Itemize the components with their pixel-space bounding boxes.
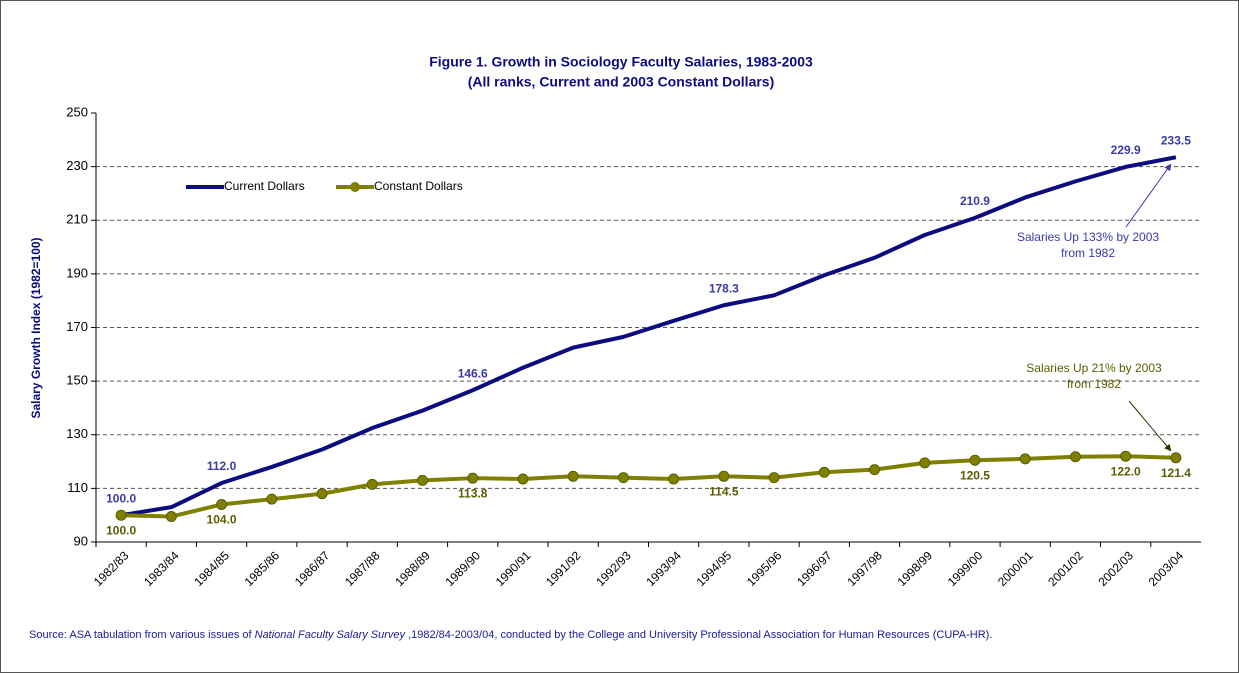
y-tick-label: 170 [66, 319, 88, 334]
data-label: 210.9 [960, 194, 990, 208]
x-tick-label: 1982/83 [91, 548, 132, 589]
point [1120, 450, 1132, 462]
point [567, 470, 579, 482]
source-text: Source: ASA tabulation from various issu… [29, 629, 255, 641]
data-label: 178.3 [709, 281, 739, 295]
series-line [120, 155, 1177, 518]
data-label: 121.4 [1161, 466, 1191, 480]
annotation-arrow [1125, 163, 1172, 228]
source-text: ,1982/84-2003/04, conducted by the Colle… [405, 629, 993, 641]
y-axis-label: Salary Growth Index (1982=100) [29, 237, 43, 418]
data-label: 100.0 [106, 523, 136, 537]
source-title: National Faculty Salary Survey [254, 629, 406, 641]
chart-title: Figure 1. Growth in Sociology Faculty Sa… [429, 54, 813, 70]
point [266, 493, 278, 505]
point [818, 466, 830, 478]
x-tick-label: 2003/04 [1146, 548, 1187, 589]
point [869, 464, 881, 476]
y-tick-label: 90 [74, 533, 88, 548]
x-tick-label: 1995/96 [744, 548, 785, 589]
data-label: 120.5 [960, 468, 990, 482]
y-tick-label: 250 [66, 104, 88, 119]
point [517, 473, 529, 485]
legend-marker [350, 182, 360, 192]
y-tick-label: 150 [66, 373, 88, 388]
data-label: 112.0 [207, 459, 237, 473]
annotation-arrow [1128, 400, 1172, 452]
annotation: from 1982 [1067, 377, 1121, 391]
x-tick-label: 1991/92 [543, 548, 584, 589]
annotation: Salaries Up 133% by 2003 [1017, 230, 1159, 244]
point [617, 472, 629, 484]
point [919, 457, 931, 469]
chart-subtitle: (All ranks, Current and 2003 Constant Do… [468, 74, 775, 90]
x-tick-label: 1986/87 [292, 548, 333, 589]
point [416, 474, 428, 486]
legend-label: Constant Dollars [374, 179, 463, 193]
point [1170, 452, 1182, 464]
y-tick-label: 210 [66, 212, 88, 227]
data-label: 113.8 [458, 486, 488, 500]
annotation: Salaries Up 21% by 2003 [1026, 361, 1162, 375]
data-label: 146.6 [458, 366, 488, 380]
point [668, 473, 680, 485]
x-tick-label: 1993/94 [643, 548, 684, 589]
point [216, 498, 228, 510]
x-tick-label: 1988/89 [392, 548, 433, 589]
data-label: 114.5 [709, 484, 739, 498]
x-tick-label: 1984/85 [191, 548, 232, 589]
x-tick-label: 1996/97 [794, 548, 835, 589]
source-note: Source: ASA tabulation from various issu… [29, 628, 1219, 643]
x-tick-label: 1992/93 [593, 548, 634, 589]
point [969, 454, 981, 466]
y-tick-label: 130 [66, 426, 88, 441]
series-line [121, 454, 1176, 519]
data-label: 229.9 [1111, 143, 1141, 157]
x-tick-label: 1983/84 [141, 548, 182, 589]
y-tick-label: 110 [67, 480, 88, 495]
point [467, 472, 479, 484]
y-tick-label: 190 [66, 265, 88, 280]
point [718, 470, 730, 482]
point [115, 509, 127, 521]
legend-label: Current Dollars [224, 179, 305, 193]
data-label: 104.0 [207, 513, 237, 527]
x-tick-label: 1994/95 [694, 548, 735, 589]
x-tick-label: 2001/02 [1045, 548, 1086, 589]
data-label: 233.5 [1161, 133, 1191, 147]
x-tick-label: 1997/98 [844, 548, 885, 589]
x-tick-label: 1989/90 [442, 548, 483, 589]
point [1069, 451, 1081, 463]
point [165, 511, 177, 523]
point [316, 488, 328, 500]
point [768, 472, 780, 484]
point [366, 478, 378, 490]
x-tick-label: 1987/88 [342, 548, 383, 589]
x-tick-label: 1999/00 [945, 548, 986, 589]
x-tick-label: 1998/99 [895, 548, 936, 589]
x-tick-label: 1985/86 [242, 548, 283, 589]
annotation: from 1982 [1061, 246, 1115, 260]
data-label: 122.0 [1111, 464, 1141, 478]
data-label: 100.0 [106, 491, 136, 505]
x-tick-label: 1990/91 [493, 548, 534, 589]
point [1019, 453, 1031, 465]
y-tick-label: 230 [66, 158, 88, 173]
x-tick-label: 2000/01 [995, 548, 1036, 589]
x-tick-label: 2002/03 [1095, 548, 1136, 589]
